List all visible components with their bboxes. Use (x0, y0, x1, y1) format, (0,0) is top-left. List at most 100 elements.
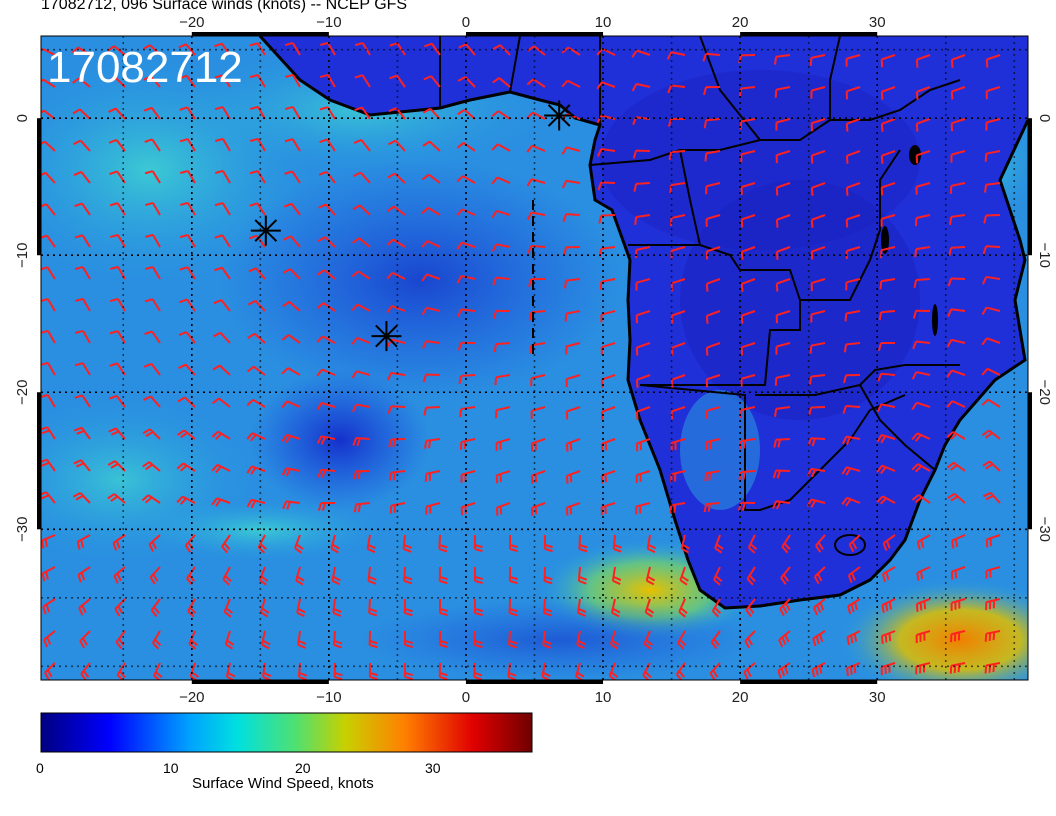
wind-barb (981, 306, 1001, 316)
frame-tick-bar (37, 118, 41, 256)
wind-barb (284, 41, 301, 56)
wind-barb (611, 566, 622, 585)
wind-barb (317, 236, 336, 248)
lon-label-bottom: 10 (595, 689, 612, 706)
wind-barb (948, 246, 966, 256)
wind-barb (333, 662, 343, 680)
wind-barb (985, 54, 1001, 68)
wind-barb (76, 534, 91, 550)
wind-barb (492, 77, 511, 88)
wind-barb (809, 342, 826, 354)
wind-barb (250, 105, 266, 120)
frame-tick-bar (465, 32, 604, 36)
wind-barb (107, 493, 126, 504)
lon-label-top: 0 (462, 14, 470, 31)
wind-barb (403, 630, 413, 649)
wind-barb (109, 202, 126, 216)
wind-barb (542, 598, 553, 617)
wind-barb (458, 374, 476, 384)
wind-barb (281, 467, 301, 477)
wind-barb (491, 209, 511, 219)
colorbar-title: Surface Wind Speed, knots (192, 775, 374, 792)
wind-barb (284, 105, 301, 120)
wind-barb (351, 370, 371, 379)
wind-barb (456, 208, 476, 217)
wind-barb (353, 470, 371, 480)
wind-barb (775, 118, 791, 131)
wind-barb (612, 534, 622, 553)
wind-barb (330, 534, 340, 554)
lat-label-left: −30 (14, 517, 31, 542)
wind-barb (705, 342, 721, 356)
wind-barb (678, 598, 688, 618)
wind-barb (457, 308, 476, 318)
wind-barb (246, 498, 266, 509)
wind-barb (108, 394, 126, 408)
wind-barb (74, 362, 91, 376)
wind-barb (914, 214, 931, 227)
wind-barb (877, 372, 896, 382)
wind-barb (459, 438, 476, 450)
wind-barb (668, 150, 686, 161)
wind-barb (295, 566, 305, 586)
wind-barb (709, 662, 721, 680)
wind-barb (739, 406, 756, 419)
wind-barb (352, 237, 371, 248)
wind-barb (881, 598, 896, 614)
wind-barb (144, 201, 161, 216)
wind-barb (319, 138, 336, 152)
wind-barb (530, 406, 546, 419)
wind-barb (600, 374, 616, 388)
wind-barb (283, 235, 301, 248)
wind-barb (214, 234, 231, 248)
wind-barb (74, 329, 91, 344)
wind-barb (368, 630, 378, 649)
wind-barb (981, 429, 1001, 440)
wind-barb (214, 202, 231, 216)
wind-barb (178, 74, 196, 88)
wind-barb (845, 278, 861, 291)
wind-barb (983, 182, 1001, 193)
wind-barb (810, 278, 826, 292)
wind-barb (815, 534, 826, 553)
wind-barb (284, 170, 301, 184)
wind-barb (285, 73, 301, 88)
page-title: 17082712, 096 Surface winds (knots) -- N… (41, 0, 408, 13)
wind-barb (543, 534, 553, 553)
frame-ticks (37, 32, 1032, 684)
wind-barb (495, 406, 511, 419)
wind-barb (257, 534, 267, 554)
wind-barb (947, 492, 966, 504)
wind-barb (353, 139, 371, 152)
wind-barb (981, 367, 1001, 376)
wind-barb (144, 265, 161, 280)
wind-barb (108, 427, 126, 440)
wind-barb (144, 170, 161, 184)
frame-tick-bar (191, 32, 329, 36)
wind-barb (631, 82, 651, 92)
wind-barb (877, 342, 896, 352)
wind-barb (113, 566, 126, 584)
wind-barb (947, 277, 966, 287)
wind-barb (184, 534, 196, 553)
wind-barb (775, 150, 791, 164)
wind-barb (915, 150, 931, 164)
wind-barb (813, 598, 826, 616)
wind-barb (565, 438, 581, 452)
wind-barb (74, 202, 91, 216)
wind-barb (508, 598, 518, 617)
lon-label-top: 10 (595, 14, 612, 31)
wind-barb (246, 365, 266, 376)
wind-barb (981, 398, 1001, 408)
wind-barb (526, 111, 546, 120)
wind-barb (438, 630, 448, 649)
wind-barb (368, 598, 378, 617)
wind-barb (73, 459, 91, 472)
wind-barb (316, 335, 336, 344)
wind-barb (456, 274, 476, 284)
wind-barb (333, 630, 343, 649)
wind-barb (507, 662, 517, 680)
wind-barb (635, 406, 651, 420)
wind-barb (772, 500, 791, 510)
wind-barb (438, 566, 448, 585)
